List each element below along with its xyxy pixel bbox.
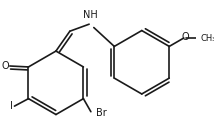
Text: O: O — [1, 61, 9, 71]
Text: NH: NH — [83, 10, 97, 20]
Text: Br: Br — [95, 108, 106, 118]
Text: CH₃: CH₃ — [201, 34, 214, 43]
Text: O: O — [181, 32, 189, 43]
Text: I: I — [10, 101, 13, 111]
